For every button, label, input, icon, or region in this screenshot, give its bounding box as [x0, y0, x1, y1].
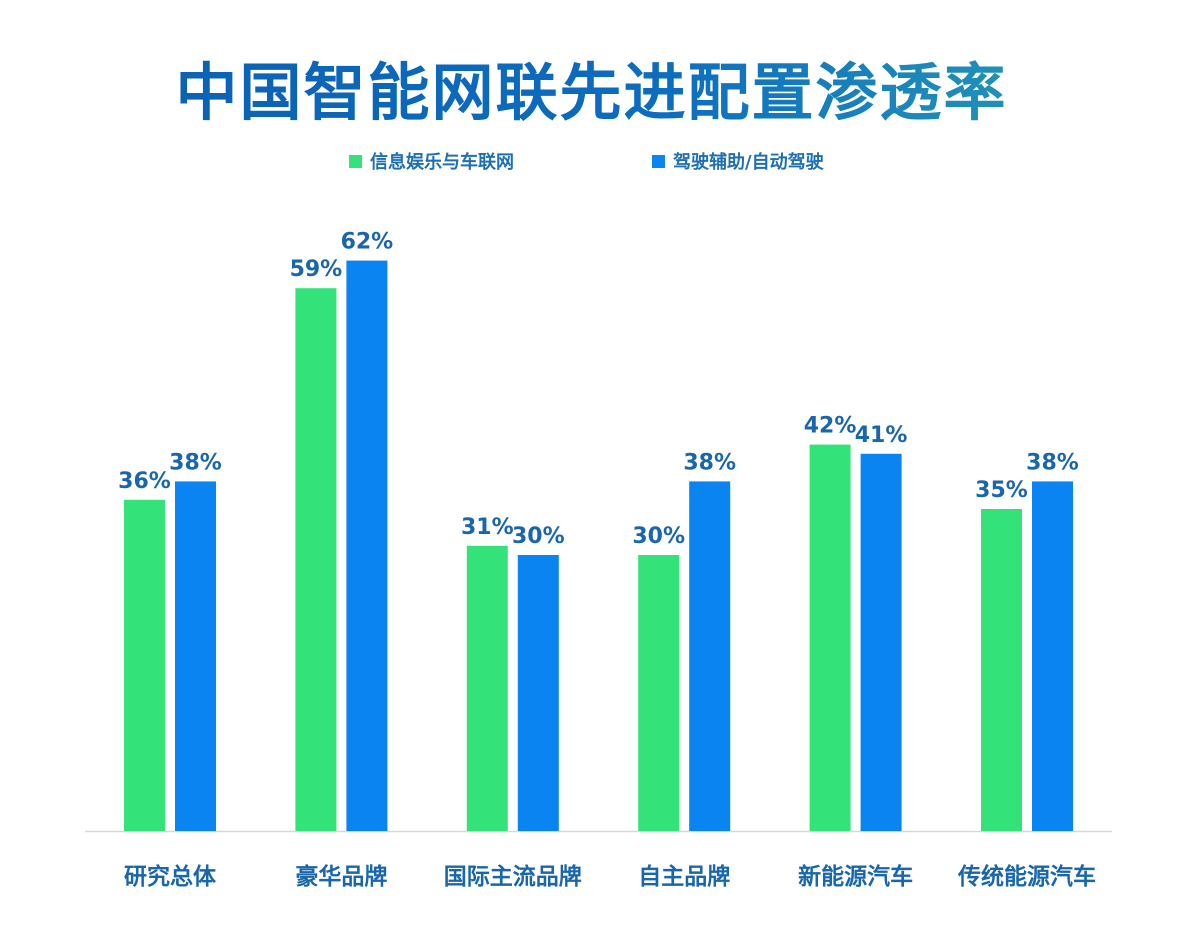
data-label-series1-1: 59% — [290, 257, 343, 282]
legend-label-series2: 驾驶辅助/自动驾驶 — [673, 152, 824, 173]
data-label-series1-2: 31% — [461, 515, 514, 540]
legend-label-series1: 信息娱乐与车联网 — [370, 152, 514, 173]
category-label-0: 研究总体 — [124, 863, 217, 890]
chart-title: 中国智能网联先进配置渗透率 — [0, 42, 1183, 132]
data-label-series2-3: 38% — [683, 450, 736, 475]
category-label-2: 国际主流品牌 — [444, 863, 582, 890]
bar-series1-5 — [981, 509, 1022, 831]
data-label-series2-0: 38% — [169, 450, 222, 475]
bar-series2-4 — [860, 453, 902, 831]
category-label-3: 自主品牌 — [638, 863, 730, 890]
bar-series2-2 — [517, 555, 559, 831]
bar-series1-2 — [466, 545, 508, 831]
bar-series2-3 — [689, 481, 731, 831]
legend-swatch-series2 — [652, 154, 665, 168]
data-label-series2-1: 62% — [341, 230, 394, 255]
legend-swatch-series1 — [349, 154, 362, 168]
category-label-1: 豪华品牌 — [295, 863, 387, 890]
data-label-series1-5: 35% — [975, 478, 1028, 503]
legend-item-series1: 信息娱乐与车联网 — [349, 148, 514, 174]
data-label-series2-2: 30% — [512, 524, 565, 549]
category-label-4: 新能源汽车 — [798, 863, 913, 890]
data-label-series2-4: 41% — [855, 423, 908, 448]
bar-series1-4 — [809, 444, 851, 831]
data-label-series2-5: 38% — [1026, 450, 1079, 475]
bar-series2-1 — [346, 260, 388, 832]
data-label-series1-0: 36% — [118, 469, 171, 494]
data-label-series1-4: 42% — [804, 414, 857, 439]
bar-series2-5 — [1032, 481, 1073, 831]
bar-series1-3 — [638, 555, 680, 831]
bar-series1-0 — [124, 499, 165, 831]
legend: 信息娱乐与车联网 驾驶辅助/自动驾驶 — [0, 148, 1183, 174]
bar-series1-1 — [295, 288, 337, 831]
bar-series2-0 — [175, 481, 216, 831]
legend-item-series2: 驾驶辅助/自动驾驶 — [652, 148, 824, 174]
data-label-series1-3: 30% — [632, 524, 685, 549]
category-label-5: 传统能源汽车 — [957, 863, 1096, 890]
